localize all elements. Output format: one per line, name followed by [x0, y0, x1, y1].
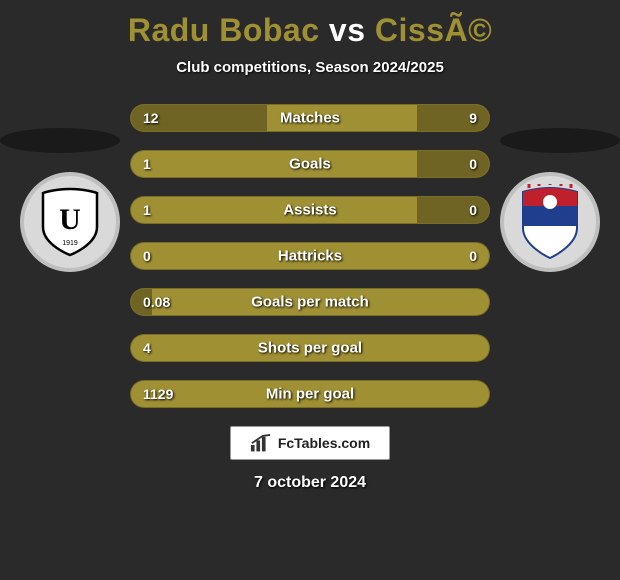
stat-value-left: 0.08 [143, 294, 170, 310]
stat-label: Min per goal [266, 386, 354, 403]
player-right-name: CissÃ© [375, 12, 492, 48]
stat-value-left: 12 [143, 110, 159, 126]
stat-label: Matches [280, 110, 340, 127]
brand-chart-icon [250, 434, 272, 452]
stat-row: 1 0 Goals [130, 150, 490, 178]
player-left-name: Radu Bobac [128, 12, 320, 48]
stat-label: Goals [289, 156, 331, 173]
stat-row: 4 Shots per goal [130, 334, 490, 362]
stat-value-left: 1 [143, 156, 151, 172]
brand-badge[interactable]: FcTables.com [230, 426, 390, 460]
stat-fill-right [417, 197, 489, 223]
stat-fill-right [417, 151, 489, 177]
stat-value-right: 0 [469, 248, 477, 264]
stat-row: 1 0 Assists [130, 196, 490, 224]
date-text: 7 october 2024 [0, 474, 620, 492]
stat-label: Goals per match [251, 294, 369, 311]
vs-text: vs [329, 12, 366, 48]
subtitle: Club competitions, Season 2024/2025 [0, 59, 620, 76]
stat-value-right: 9 [469, 110, 477, 126]
stat-row: 0 0 Hattricks [130, 242, 490, 270]
stat-value-left: 1129 [143, 386, 173, 402]
stat-value-left: 4 [143, 340, 151, 356]
brand-text: FcTables.com [278, 435, 370, 451]
stat-value-right: 0 [469, 202, 477, 218]
stat-value-left: 1 [143, 202, 151, 218]
stat-row: 1129 Min per goal [130, 380, 490, 408]
stat-label: Shots per goal [258, 340, 362, 357]
stat-label: Assists [283, 202, 336, 219]
stat-row: 0.08 Goals per match [130, 288, 490, 316]
stat-row: 12 9 Matches [130, 104, 490, 132]
stat-value-right: 0 [469, 156, 477, 172]
stat-label: Hattricks [278, 248, 342, 265]
stats-bars: 12 9 Matches 1 0 Goals 1 0 Assists 0 0 Hattricks 0.0… [130, 104, 490, 408]
comparison-title: Radu Bobac vs CissÃ© [0, 0, 620, 49]
stat-value-left: 0 [143, 248, 151, 264]
stat-fill-right [417, 105, 489, 131]
